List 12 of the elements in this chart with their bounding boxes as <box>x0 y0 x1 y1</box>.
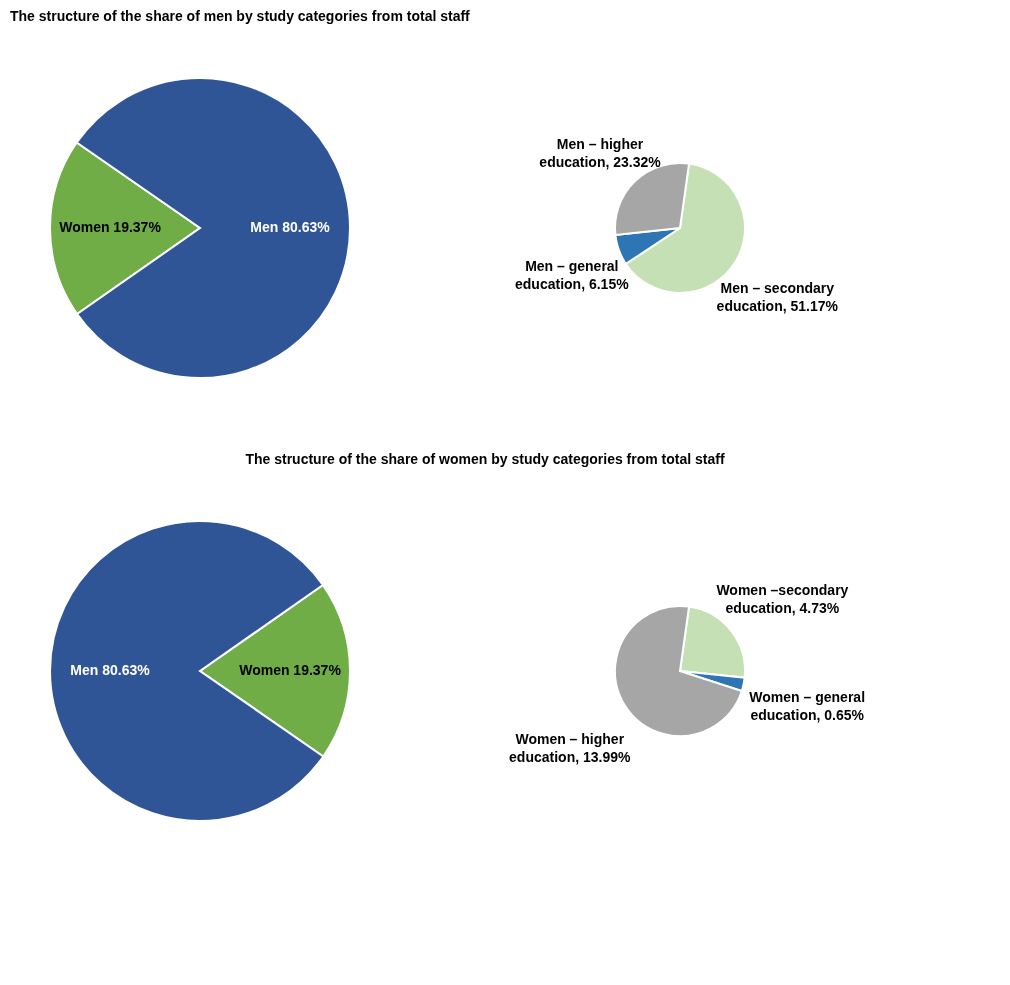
slice-label: Women – higher education, 13.99% <box>509 730 631 765</box>
slice-label: Women –secondary education, 4.73% <box>716 581 849 616</box>
slice-label: Men 80.63% <box>70 662 151 679</box>
chart-title: The structure of the share of men by study categories from total staff <box>10 8 471 24</box>
text: The structure of the share of women by study categories from total staff <box>245 451 725 467</box>
slice-label: Men – higher education, 23.32% <box>539 136 662 171</box>
slice-label: Men 80.63% <box>250 218 331 235</box>
slice-label: Men – secondary education, 51.17% <box>716 280 839 315</box>
slice-label: Women – general education, 0.65% <box>749 688 866 723</box>
slice-label: Women 19.37% <box>239 661 342 678</box>
slice-label: Men – general education, 6.15% <box>515 258 630 293</box>
slice-label: Women 19.37% <box>59 219 162 236</box>
